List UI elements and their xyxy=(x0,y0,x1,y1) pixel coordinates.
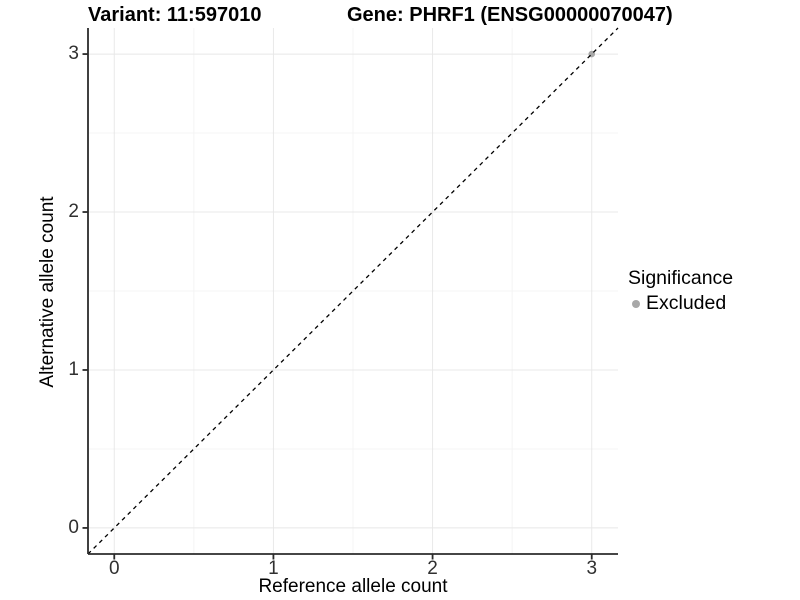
legend-point-icon xyxy=(632,299,640,308)
x-tick-label: 3 xyxy=(586,558,598,579)
legend-item-label: Excluded xyxy=(646,292,727,314)
chart-title-gene: Gene: PHRF1 (ENSG00000070047) xyxy=(347,4,673,26)
x-tick-label: 1 xyxy=(268,558,279,579)
y-tick-label: 1 xyxy=(68,358,79,380)
y-tick-label: 3 xyxy=(68,43,79,65)
y-axis-title: Alternative allele count xyxy=(37,196,58,388)
chart-title-variant: Variant: 11:597010 xyxy=(88,4,262,26)
x-tick-label: 0 xyxy=(108,558,120,579)
legend-item-excluded: Excluded xyxy=(628,292,733,315)
x-tick-label: 2 xyxy=(427,558,438,579)
legend-title: Significance xyxy=(628,267,734,289)
x-axis-title: Reference allele count xyxy=(258,576,448,597)
y-tick-label: 2 xyxy=(68,201,79,223)
legend: Significance Excluded xyxy=(628,267,733,315)
y-tick-label: 0 xyxy=(68,516,79,538)
